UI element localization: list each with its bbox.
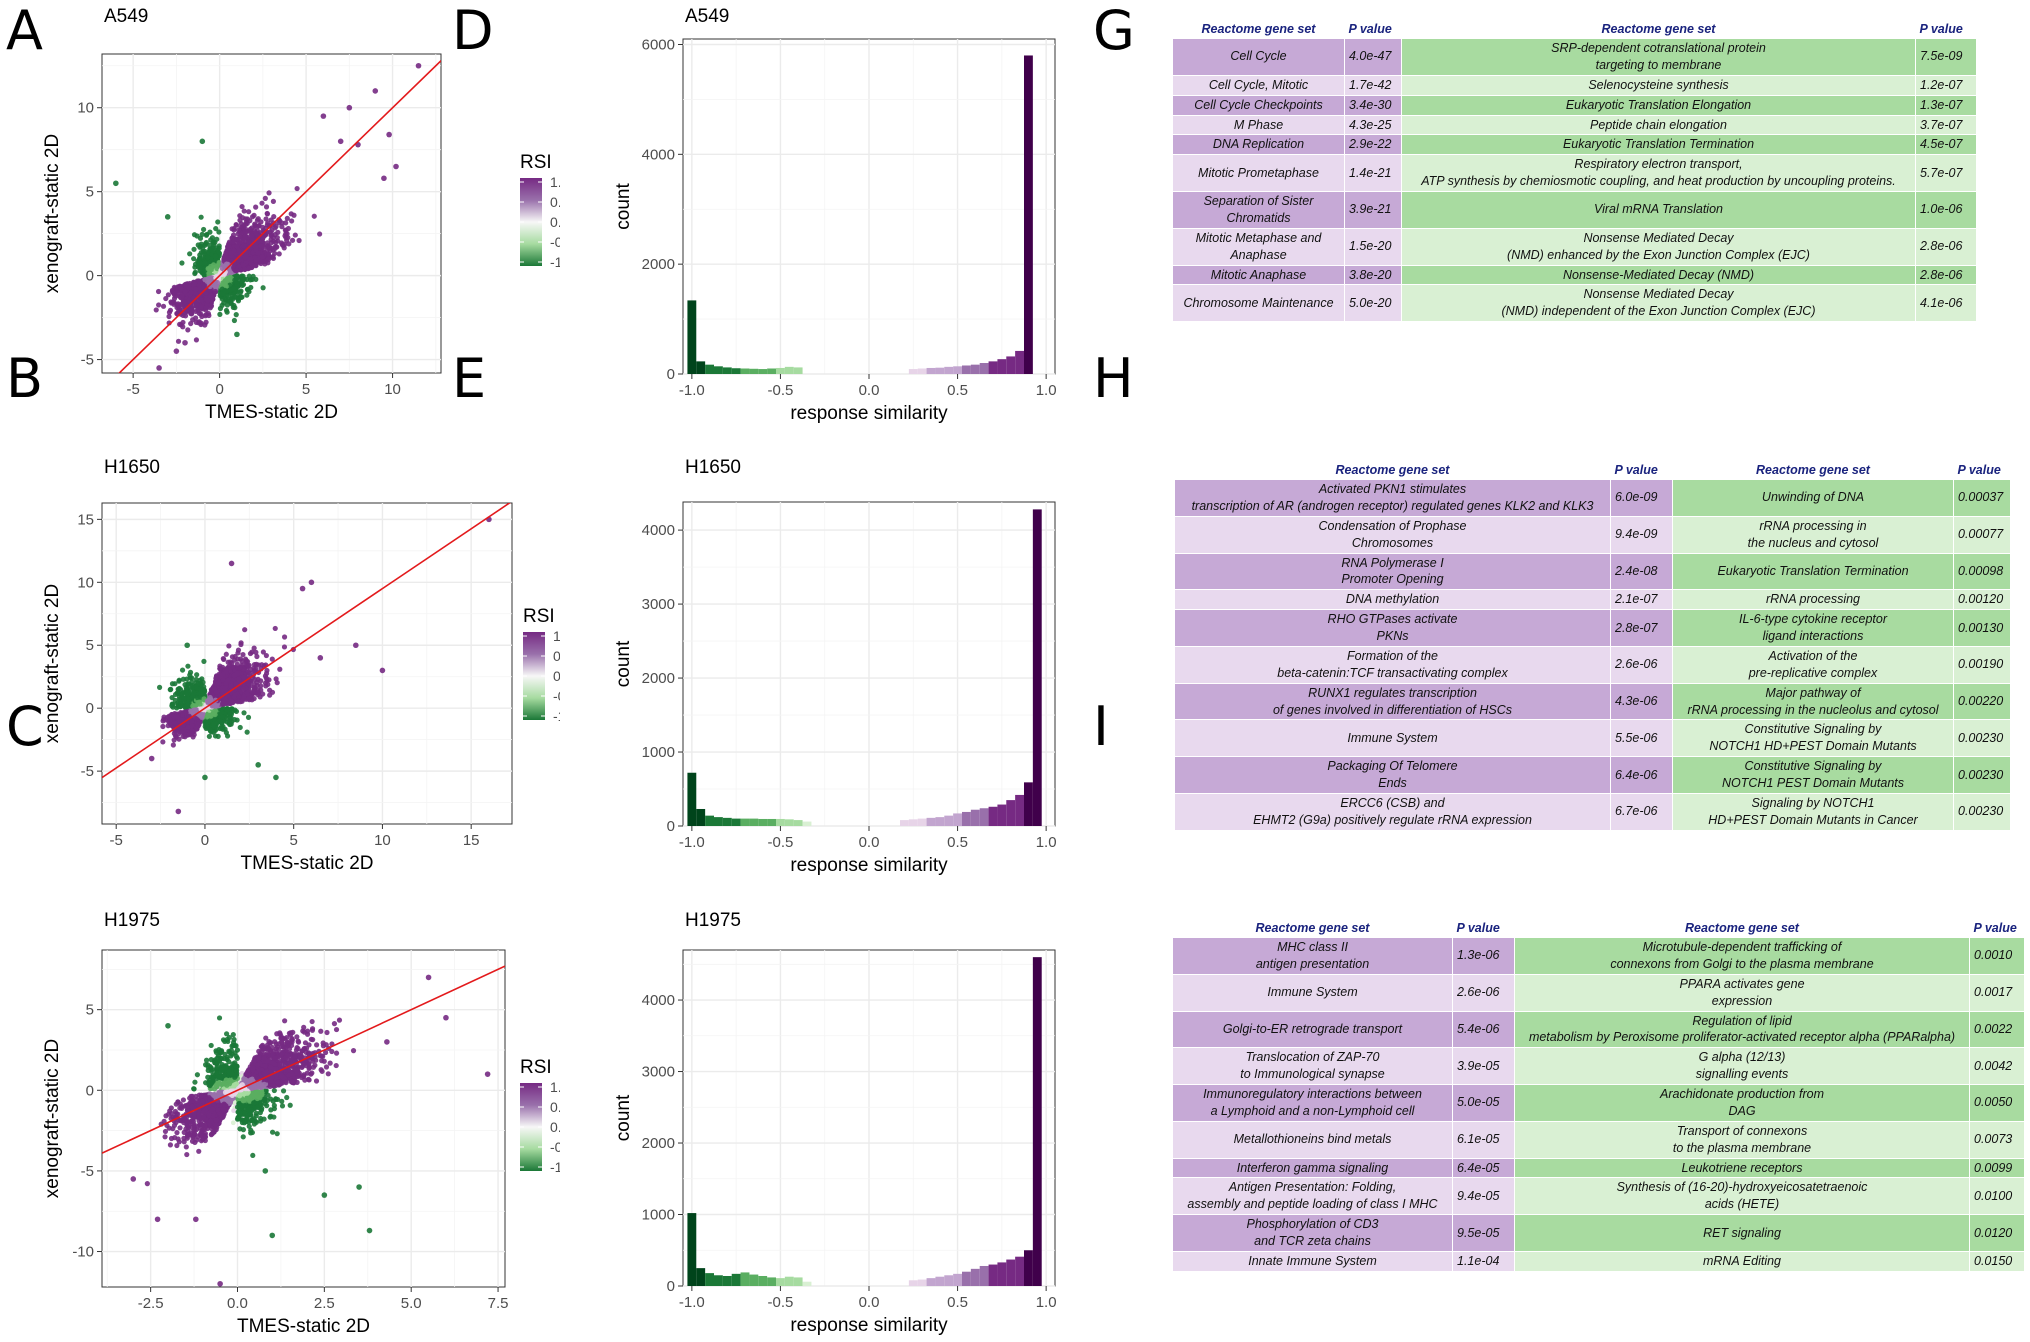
y-axis-label: xenograft-static 2D [42,134,63,293]
data-point [215,219,221,225]
panel-letter-e: E [452,347,487,410]
y-tick-label: 5 [86,184,94,201]
data-point [233,312,239,318]
panel-letter-c: C [6,695,44,758]
chart-title: A549 [104,6,148,27]
data-point [229,296,236,302]
x-axis-label: TMES-static 2D [205,402,338,423]
x-tick-label: 5 [302,381,310,398]
panel-letter-a: A [6,0,43,62]
panel-letter-b: B [6,347,44,410]
data-point [199,231,205,238]
data-point [204,231,210,238]
y-tick-label: 10 [77,100,94,117]
x-tick-label: 10 [384,381,401,398]
data-point [224,302,230,308]
data-point [209,248,216,254]
data-point [238,294,244,300]
panel-letter-i: I [1093,695,1109,758]
data-point [231,317,238,324]
panel-letter-h: H [1093,347,1134,410]
data-point [198,214,204,220]
data-point [214,236,220,242]
gridlines [102,54,441,373]
data-points [113,60,441,373]
data-point [179,260,185,266]
x-tick-label: -5 [126,381,139,398]
data-point [213,225,219,232]
panel-letter-d: D [452,0,494,62]
y-tick-label: -5 [81,352,94,369]
data-point [237,289,244,295]
y-tick-label: 0 [86,268,94,285]
data-point [216,229,222,235]
data-point [260,285,266,291]
data-point [217,311,223,317]
data-point [200,245,206,251]
data-point [201,226,207,233]
scatter-chart-a549: -5 0 5 10 -5 0 5 10 TMES-static 2D xenograft-stat… [42,6,560,423]
panel-letter-g: G [1093,0,1135,62]
x-tick-label: 0 [215,381,223,398]
data-point [191,256,197,262]
data-point [191,246,197,252]
